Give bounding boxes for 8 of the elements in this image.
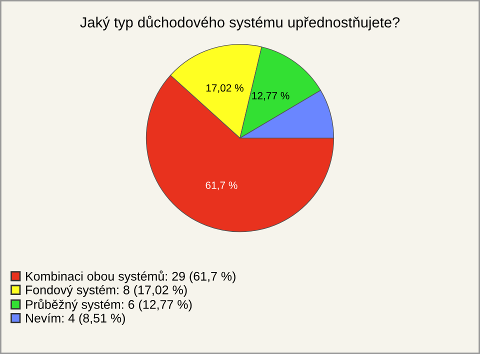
data-label: 61,7 % xyxy=(206,182,238,190)
legend-label: Nevím: 4 (8,51 %) xyxy=(26,313,125,326)
data-label: 12,77 % xyxy=(252,92,290,101)
data-label: 17,02 % xyxy=(206,84,244,93)
legend-label: Kombinaci obou systémů: 29 (61,7 %) xyxy=(26,270,236,284)
chart-title: Jaký typ důchodového systému upřednostňujete? xyxy=(80,16,400,30)
legend-label: Průběžný systém: 6 (12,77 %) xyxy=(26,298,192,312)
legend-label: Fondový systém: 8 (17,02 %) xyxy=(26,285,187,297)
